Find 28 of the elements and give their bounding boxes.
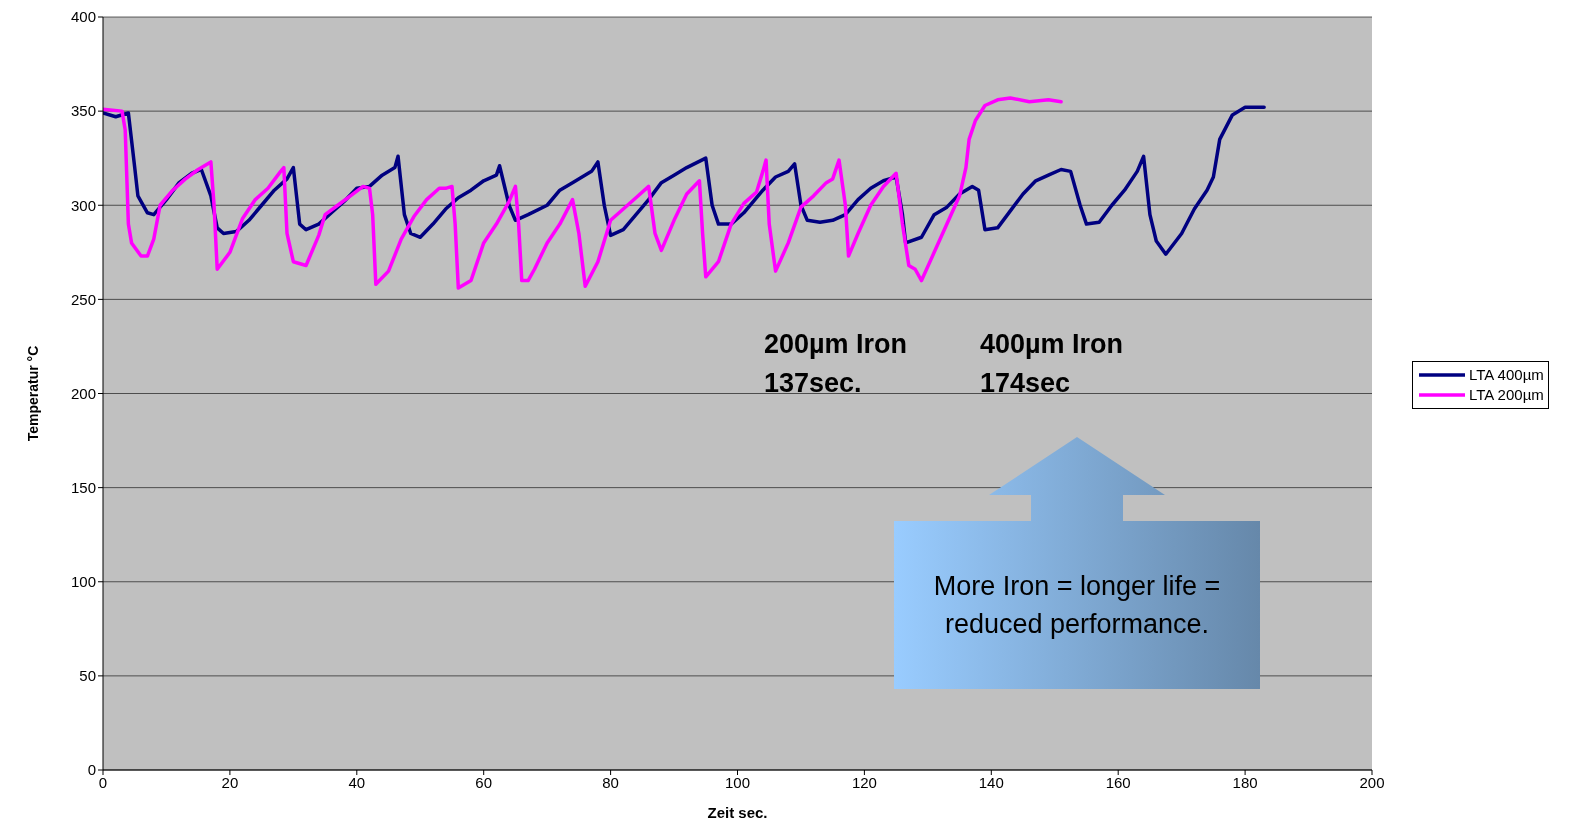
legend-label: LTA 400µm [1469,365,1544,385]
x-tick-label: 160 [1105,773,1131,791]
y-tick-label: 50 [79,667,96,685]
y-tick-label: 100 [70,573,96,591]
y-tick-label: 200 [70,384,96,402]
y-tick-label: 300 [70,196,96,214]
y-tick-label: 150 [70,478,96,496]
x-tick-label: 100 [724,773,751,791]
annotation: More Iron = longer life = reduced performance. [932,570,1222,641]
x-tick-label: 140 [978,773,1004,791]
x-tick-label: 80 [602,773,619,791]
line-series [103,96,1063,290]
legend-label: LTA 200µm [1469,385,1544,405]
y-tick-label: 250 [70,290,96,308]
annotation: 200µm Iron 137sec. [764,329,908,398]
x-tick-label: 200 [1359,773,1385,791]
y-tick-label: 400 [70,8,96,26]
y-axis-title: Temperatur °C [24,345,41,442]
y-tick-label: 350 [70,102,96,120]
x-tick-label: 60 [475,773,493,791]
y-tick-label: 0 [87,761,96,779]
x-tick-label: 20 [221,773,239,791]
x-tick-label: 120 [851,773,877,791]
x-tick-label: 40 [348,773,366,791]
x-axis-title: Zeit sec. [707,804,768,821]
x-tick-label: 180 [1232,773,1258,791]
annotation: 400µm Iron 174sec [980,328,1125,400]
x-tick-label: 0 [98,773,108,791]
